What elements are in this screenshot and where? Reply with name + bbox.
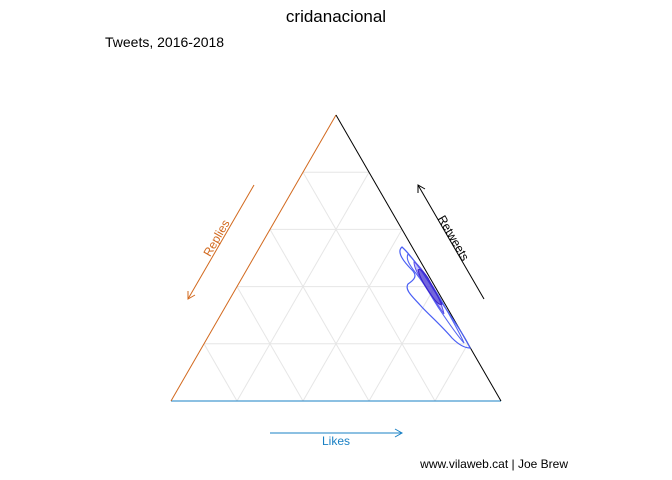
grid-line-falling (236, 286, 304, 402)
grid-line-falling (203, 343, 238, 402)
replies-axis-label-group: Replies (187, 184, 255, 300)
chart-caption: www.vilaweb.cat | Joe Brew (419, 457, 568, 471)
density-contour-core (417, 269, 443, 305)
retweets-axis-edge (335, 114, 502, 402)
replies-axis-edge (170, 114, 337, 402)
density-contour-2 (406, 253, 465, 344)
replies-arrowhead-icon (187, 291, 196, 300)
grid-line-falling (269, 229, 370, 402)
retweets-arrowhead-icon (417, 184, 426, 193)
chart-subtitle: Tweets, 2016-2018 (105, 34, 224, 50)
ternary-frame (170, 114, 502, 402)
grid-line-rising (368, 286, 436, 402)
replies-axis-label: Replies (200, 217, 232, 259)
replies-arrow (187, 184, 255, 300)
chart-title: cridanacional (286, 7, 386, 26)
likes-arrowhead-icon (394, 428, 404, 438)
retweets-arrow (417, 184, 485, 300)
ternary-grid (203, 171, 469, 402)
grid-line-rising (434, 343, 469, 402)
density-contours (399, 246, 471, 349)
likes-axis-label: Likes (322, 434, 350, 448)
grid-line-rising (302, 229, 403, 402)
retweets-axis-label: Retweets (435, 213, 472, 263)
likes-axis-label-group: Likes (270, 428, 404, 448)
